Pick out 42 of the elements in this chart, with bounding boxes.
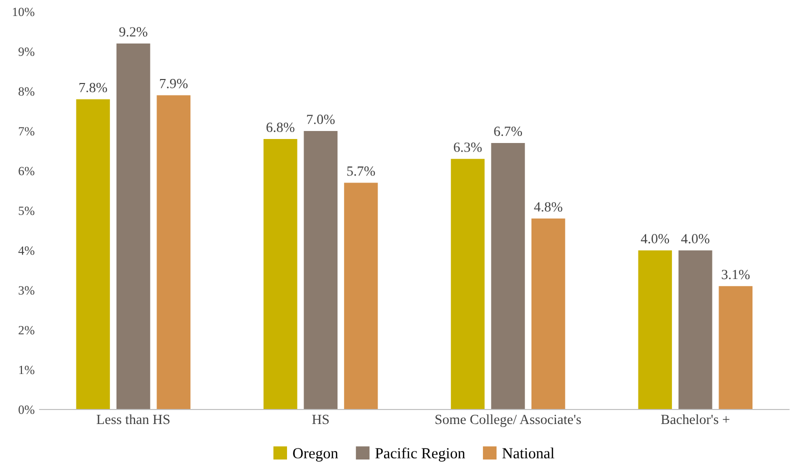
bar bbox=[491, 142, 525, 410]
data-label: 4.0% bbox=[640, 234, 670, 244]
data-label: 3.1% bbox=[722, 270, 750, 280]
y-tick-label: 2% bbox=[18, 326, 34, 334]
bar bbox=[156, 95, 190, 410]
data-label: 6.8% bbox=[266, 122, 294, 132]
bar bbox=[450, 158, 485, 410]
x-tick-label: Some College/ Associate's bbox=[436, 414, 581, 427]
bar bbox=[304, 131, 338, 410]
x-tick-label: Bachelor's + bbox=[661, 414, 730, 424]
x-tick-label: HS bbox=[312, 414, 329, 424]
y-tick-label: 6% bbox=[18, 166, 34, 176]
bar bbox=[638, 250, 672, 410]
bar bbox=[76, 99, 110, 410]
bar bbox=[678, 250, 712, 410]
y-tick-label: 4% bbox=[18, 246, 34, 255]
data-label: 7.8% bbox=[79, 82, 108, 92]
y-tick-label: 10% bbox=[12, 8, 34, 16]
y-tick-label: 0% bbox=[18, 406, 34, 414]
y-tick-label: 3% bbox=[18, 286, 34, 295]
bar bbox=[344, 182, 378, 410]
legend-label: Pacific Region bbox=[375, 448, 466, 462]
y-tick-label: 1% bbox=[19, 366, 34, 374]
bar bbox=[718, 286, 752, 410]
data-label: 5.7% bbox=[347, 166, 375, 176]
data-label: 4.0% bbox=[681, 234, 710, 244]
y-tick-label: 8% bbox=[18, 87, 34, 96]
data-label: 6.7% bbox=[494, 126, 522, 136]
data-label: 9.2% bbox=[119, 27, 148, 37]
bar bbox=[531, 218, 566, 410]
bar bbox=[116, 44, 150, 410]
y-tick-label: 9% bbox=[18, 48, 34, 56]
legend-label: Oregon bbox=[293, 448, 338, 462]
data-label: 7.0% bbox=[307, 114, 335, 124]
legend-label: National bbox=[502, 448, 554, 458]
y-tick-label: 7% bbox=[18, 127, 34, 136]
bar bbox=[264, 138, 298, 410]
y-tick-label: 5% bbox=[18, 206, 34, 216]
data-label: 6.3% bbox=[454, 142, 482, 152]
x-tick-label: Less than HS bbox=[96, 414, 170, 424]
data-label: 7.9% bbox=[160, 78, 188, 88]
data-label: 4.8% bbox=[534, 202, 562, 212]
